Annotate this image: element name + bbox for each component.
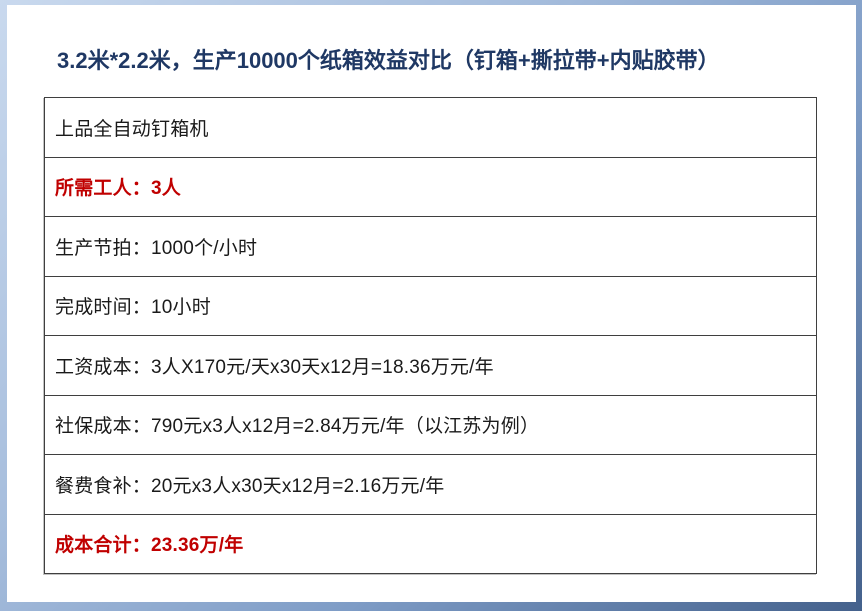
table-row-machine-name: 上品全自动钉箱机 bbox=[45, 98, 816, 158]
table-row-completion-time: 完成时间：10小时 bbox=[45, 277, 816, 336]
table-row-production-rate: 生产节拍：1000个/小时 bbox=[45, 217, 816, 277]
table-row-total-cost: 成本合计：23.36万/年 bbox=[55, 535, 244, 557]
table-row-workers-required: 所需工人：3人 bbox=[45, 158, 816, 217]
benefit-comparison-table: 上品全自动钉箱机 所需工人：3人 生产节拍：1000个/小时 完成时间：10小时… bbox=[44, 97, 817, 574]
table-row-meal-subsidy-cost: 餐费食补：20元x3人x30天x12月=2.16万元/年 bbox=[45, 455, 816, 515]
table-row-social-insurance-cost: 社保成本：790元x3人x12月=2.84万元/年（以江苏为例） bbox=[45, 396, 816, 455]
table-row-wage-cost: 工资成本：3人X170元/天x30天x12月=18.36万元/年 bbox=[45, 336, 816, 396]
slide-page: 3.2米*2.2米，生产10000个纸箱效益对比（钉箱+撕拉带+内贴胶带） 上品… bbox=[7, 5, 856, 602]
page-title: 3.2米*2.2米，生产10000个纸箱效益对比（钉箱+撕拉带+内贴胶带） bbox=[57, 48, 720, 73]
